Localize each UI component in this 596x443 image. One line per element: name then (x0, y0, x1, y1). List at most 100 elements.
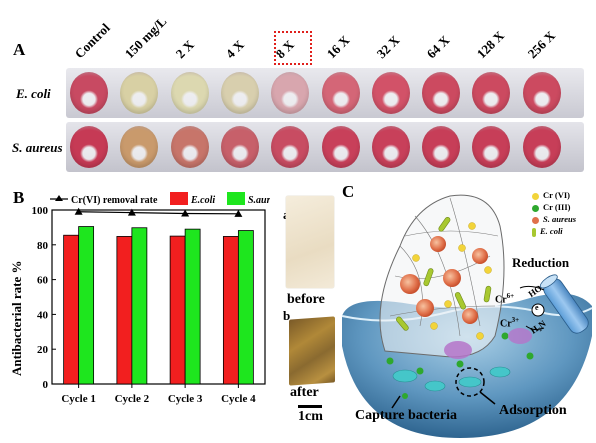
plate-well (220, 126, 259, 168)
x-axis-ticks: Cycle 1 Cycle 2 Cycle 3 Cycle 4 (61, 384, 256, 405)
removal-rate-line (78, 211, 239, 215)
cr3-ions (386, 332, 534, 399)
plate-well (220, 72, 259, 114)
plate-well (120, 72, 159, 114)
panel-a-letter: A (13, 40, 26, 59)
plate-well (371, 126, 410, 168)
column-label: 128 X (474, 27, 508, 62)
row-label-saureus: S. aureus (12, 140, 63, 155)
plate-well (522, 126, 561, 168)
plate-well (522, 72, 561, 114)
plate-well (321, 126, 360, 168)
bar-saureus (78, 226, 95, 385)
bar-ecoli (116, 236, 133, 385)
chart-legend: Cr(VI) removal rate E.coli S.aureus (50, 192, 285, 206)
legend-label: E. coli (540, 226, 563, 236)
cr3-label-sup: 3+ (511, 316, 520, 324)
legend-swatch (532, 204, 539, 212)
plate-well (271, 126, 310, 168)
cr3-label: Cr3+ (500, 316, 519, 329)
plate-well (170, 126, 209, 168)
purple-cluster-2 (508, 328, 532, 344)
bar-ecoli (63, 234, 80, 385)
plate-well (472, 72, 511, 114)
legend-ecoli-swatch (170, 192, 188, 205)
legend-swatch (532, 192, 539, 200)
plate-well (70, 72, 108, 114)
plate-well (271, 72, 310, 114)
removal-rate-marker (127, 208, 136, 216)
plate-well (70, 126, 108, 168)
panel-b-letter: B (13, 188, 25, 207)
legend-label: S. aureus (543, 214, 577, 224)
highlight-box-8x (274, 31, 312, 65)
captured-aggregates (392, 366, 511, 392)
plate-well (120, 126, 159, 168)
amine-arrow (525, 325, 545, 331)
fabric-after-image (289, 316, 335, 386)
before-label: before (287, 292, 325, 307)
y-tick-label: 80 (37, 240, 49, 252)
x-tick-label: Cycle 3 (168, 393, 203, 405)
column-label: 64 X (423, 32, 453, 62)
plate-well (371, 72, 410, 114)
plate-well (422, 72, 461, 114)
legend-line-label: Cr(VI) removal rate (71, 195, 158, 206)
chart-svg: Cr(VI) removal rate E.coli S.aureus Anti… (9, 192, 285, 405)
y-tick-label: 60 (37, 275, 49, 287)
panel-c-letter: C (342, 182, 355, 201)
bar-ecoli (222, 236, 239, 385)
adsorption-highlight-circle (455, 367, 485, 397)
column-label: 32 X (373, 32, 403, 62)
x-tick-label: Cycle 2 (115, 393, 150, 405)
column-label: 4 X (222, 37, 247, 62)
legend-ecoli-label: E.coli (190, 195, 215, 206)
after-label: after (290, 385, 319, 400)
y-tick-label: 20 (37, 344, 49, 356)
cr6-label: Cr6+ (495, 292, 514, 305)
column-label: 150 mg/L (121, 13, 170, 62)
bar-chart: Cr(VI) removal rate E.coli S.aureus Anti… (0, 186, 285, 438)
removal-rate-marker (234, 209, 243, 217)
y-axis-label: Antibacterial rate % (9, 260, 24, 376)
x-tick-label: Cycle 4 (221, 393, 256, 405)
schematic-legend-item: S. aureus (532, 214, 576, 224)
schematic-legend-item: E. coli (532, 226, 563, 237)
bar-saureus (184, 228, 201, 385)
removal-rate-marker (181, 209, 190, 217)
cr3-label-text: Cr (500, 318, 512, 330)
inset-b-letter: b (283, 308, 291, 323)
bar-saureus (237, 230, 254, 385)
legend-label: Cr (III) (543, 202, 571, 212)
scale-bar (298, 405, 322, 408)
schematic-legend-item: Cr (III) (532, 202, 570, 212)
legend-swatch (532, 227, 536, 237)
plate-well (422, 126, 461, 168)
bar-saureus (131, 227, 148, 385)
reduction-label: Reduction (512, 255, 570, 270)
schematic-legend-item: Cr (VI) (532, 190, 570, 200)
legend-swatch (532, 216, 539, 224)
column-label: 256 X (524, 27, 558, 62)
fiber-cylinder (539, 274, 589, 334)
y-tick-label: 0 (43, 379, 49, 391)
legend-saureus-swatch (227, 192, 245, 205)
legend-triangle-marker (55, 195, 63, 201)
row-label-ecoli: E. coli (16, 86, 51, 101)
capture-bacteria-label: Capture bacteria (355, 408, 457, 423)
legend-saureus-label: S.aureus (248, 195, 270, 206)
y-axis-ticks: 0 20 40 60 80 100 (32, 205, 56, 391)
cr6-label-sup: 6+ (506, 292, 515, 300)
reduction-arrow (519, 285, 545, 291)
ecoli-cells (396, 216, 492, 331)
plate-well (170, 72, 209, 114)
column-label: 2 X (172, 37, 197, 62)
fabric-before-image (286, 196, 334, 288)
bars-group (63, 226, 254, 385)
column-label: Control (71, 20, 113, 62)
scale-label: 1cm (298, 409, 323, 424)
adsorption-label: Adsorption (499, 403, 567, 418)
cr6-label-text: Cr (495, 294, 507, 306)
legend-label: Cr (VI) (543, 190, 570, 200)
bar-ecoli (169, 235, 186, 385)
